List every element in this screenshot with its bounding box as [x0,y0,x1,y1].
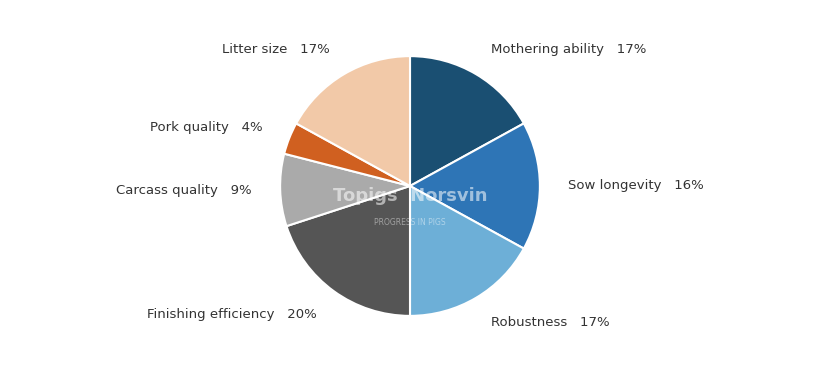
Wedge shape [296,56,410,186]
Text: PROGRESS IN PIGS: PROGRESS IN PIGS [373,218,446,227]
Text: Finishing efficiency   20%: Finishing efficiency 20% [147,308,316,321]
Text: Litter size   17%: Litter size 17% [221,43,329,56]
Wedge shape [284,124,410,186]
Text: Topigs  Norsvin: Topigs Norsvin [333,187,486,205]
Wedge shape [410,186,523,316]
Text: Mothering ability   17%: Mothering ability 17% [490,43,645,56]
Wedge shape [410,124,539,248]
Text: Robustness   17%: Robustness 17% [490,316,609,329]
Text: Sow longevity   16%: Sow longevity 16% [568,180,704,192]
Wedge shape [286,186,410,316]
Text: Pork quality   4%: Pork quality 4% [150,121,262,134]
Wedge shape [410,56,523,186]
Wedge shape [280,154,410,226]
Text: Carcass quality   9%: Carcass quality 9% [115,185,251,198]
